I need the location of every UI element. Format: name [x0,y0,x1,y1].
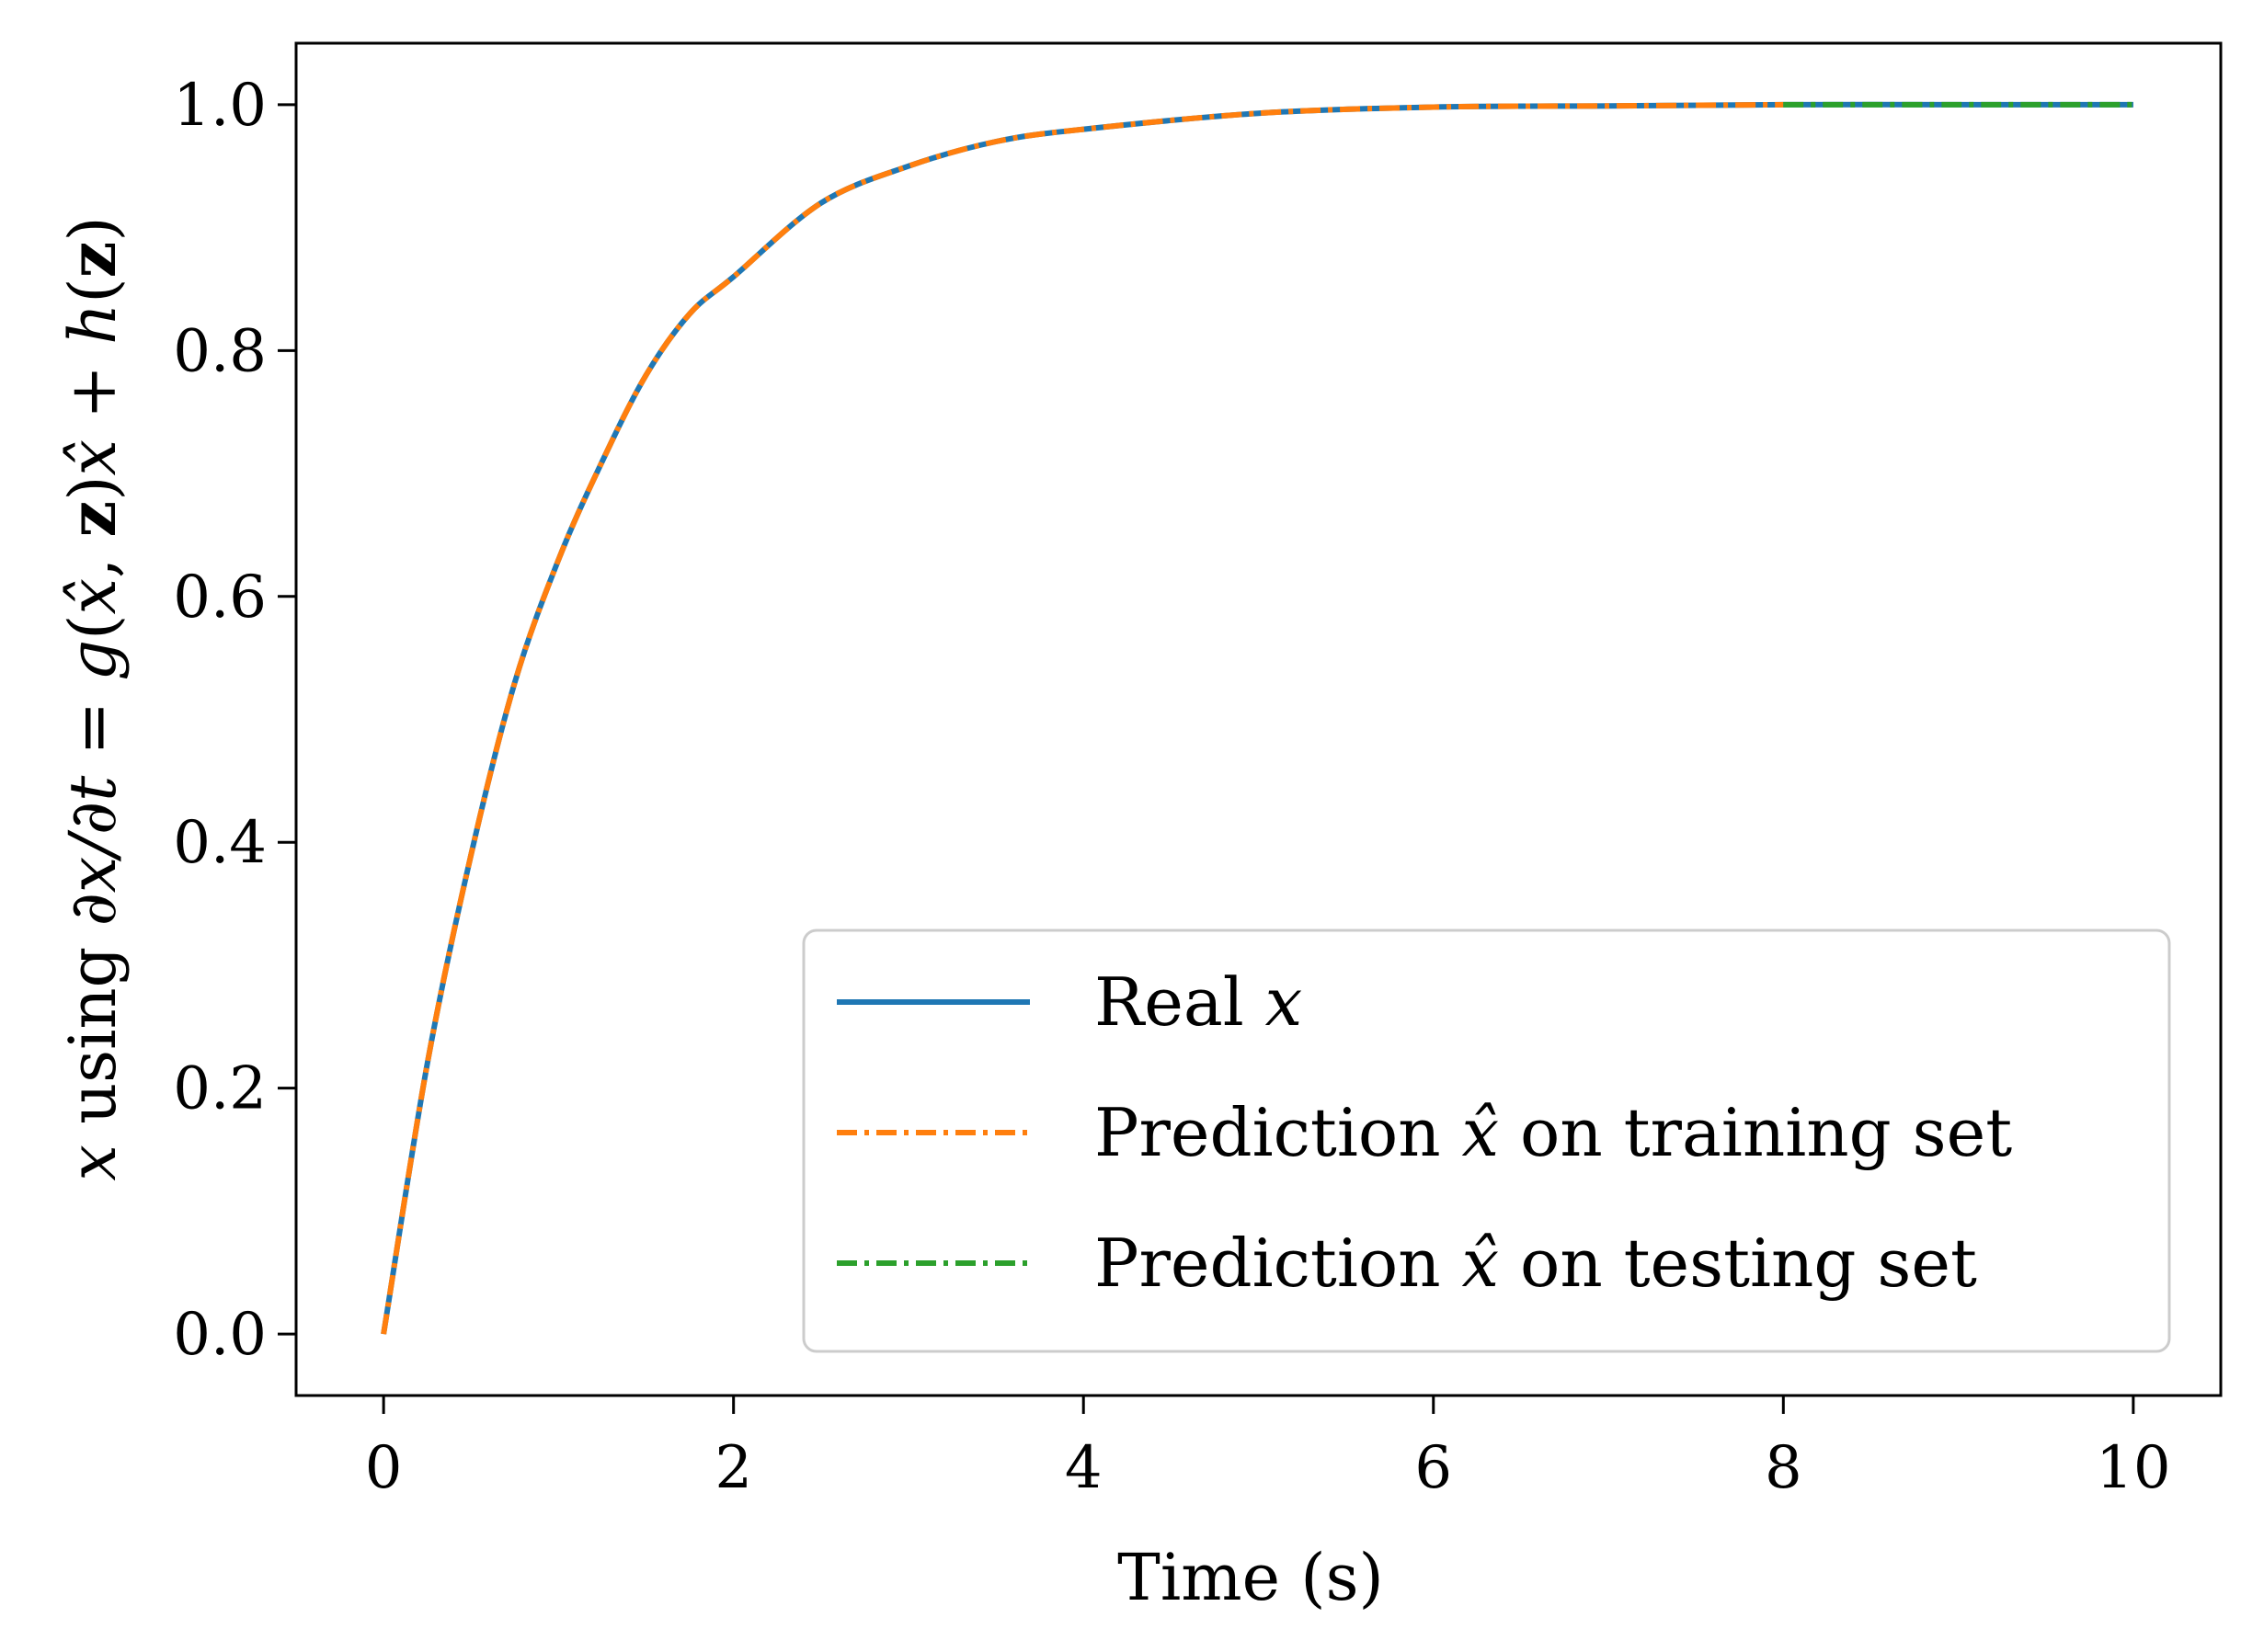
legend-label-real: Real x [1094,963,1302,1041]
y-label-open2: ( [55,278,131,302]
y-axis-label: x using ∂x/∂t = g(x̂, z)x̂ + h(z) [54,216,131,1180]
y-label-var: x [55,1145,131,1180]
y-label-h: h [55,303,131,345]
plot-frame [294,41,2223,1397]
y-label-plus: + [55,345,131,439]
ticks-layer: 0 2 4 6 8 10 0.0 0.2 0.4 0.6 0.8 1.0 [173,72,2170,1502]
y-label-z1: z [54,501,131,538]
legend: Real x Prediction x̂ on training set Pre… [802,929,2171,1353]
y-tick-label: 0.2 [173,1055,267,1123]
y-label-eq: = [55,681,131,776]
y-tick-label: 0.8 [173,317,267,385]
y-tick-label: 1.0 [173,72,267,140]
y-tick-label: 0.6 [173,564,267,632]
y-tick-label: 0.4 [173,809,267,877]
y-label-close2: ) [55,216,131,241]
legend-label-test: Prediction x̂ on testing set [1094,1225,1977,1302]
x-tick-label: 2 [715,1434,752,1502]
y-label-xhat1: x̂ [55,578,131,614]
x-tick-label: 0 [365,1434,403,1502]
x-tick-label: 6 [1414,1434,1452,1502]
x-axis-label: Time (s) [1117,1540,1384,1615]
y-label-xhat2: x̂ [55,439,131,475]
y-label-using: using [55,926,131,1145]
x-tick-label: 8 [1765,1434,1802,1502]
y-label-deriv: ∂x/∂t [55,775,131,926]
legend-label-train: Prediction x̂ on training set [1094,1094,2012,1171]
y-label-g: g [55,640,131,681]
y-label-z2: z [54,242,131,279]
y-label-close: ) [55,475,131,500]
x-tick-label: 4 [1065,1434,1103,1502]
legend-box [802,929,2171,1353]
series-layer [381,101,2133,1335]
y-label-open: ( [55,615,131,640]
y-tick-label: 0.0 [173,1301,267,1369]
y-label-comma: , [55,538,131,579]
x-tick-label: 10 [2096,1434,2170,1502]
series-train-prediction-line [381,101,1784,1335]
